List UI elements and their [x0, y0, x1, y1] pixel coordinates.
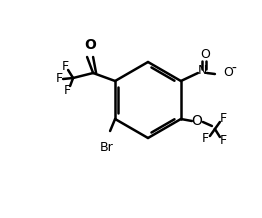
- Text: O: O: [200, 48, 210, 61]
- Text: F: F: [56, 73, 63, 85]
- Text: F: F: [201, 133, 209, 145]
- Text: F: F: [219, 135, 226, 148]
- Text: F: F: [62, 60, 69, 73]
- Text: F: F: [219, 112, 226, 126]
- Text: N: N: [198, 65, 208, 78]
- Text: -: -: [231, 62, 236, 76]
- Text: O: O: [223, 65, 233, 78]
- Text: F: F: [63, 83, 71, 97]
- Text: Br: Br: [100, 141, 114, 154]
- Text: O: O: [192, 114, 202, 128]
- Text: O: O: [84, 38, 96, 52]
